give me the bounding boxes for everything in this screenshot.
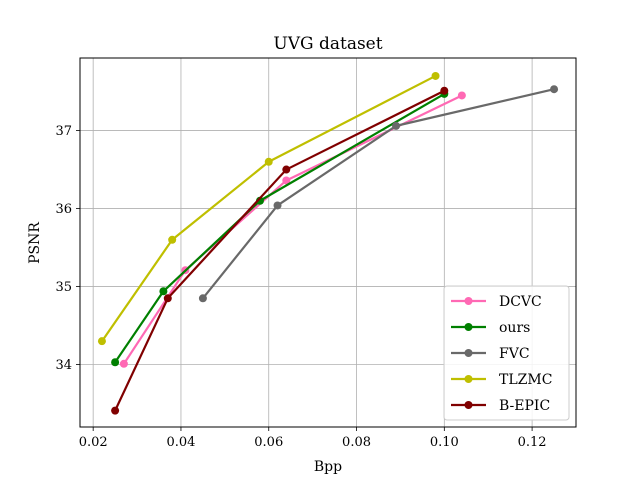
series-line-dcvc (122, 94, 463, 365)
y-tick-label: 35 (55, 280, 72, 295)
data-point-fvc (550, 85, 559, 94)
data-point-b-epic (282, 165, 291, 174)
series-line-ours (114, 92, 445, 363)
legend-label-dcvc: DCVC (499, 294, 542, 310)
x-tick-label: 0.04 (166, 435, 195, 450)
x-axis-label: Bpp (314, 459, 342, 475)
legend-marker-dcvc (464, 297, 473, 305)
data-point-fvc (392, 121, 401, 130)
plot-frame (79, 57, 577, 428)
data-point-dcvc (282, 176, 291, 185)
legend-label-fvc: FVC (499, 346, 530, 362)
data-point-dcvc (119, 359, 128, 368)
series-ours (111, 89, 449, 367)
legend: DCVC ours FVC TLZMC B-EPIC (443, 285, 570, 421)
legend-label-tlzmc: TLZMC (499, 372, 552, 388)
data-point-b-epic (163, 294, 172, 303)
data-point-tlzmc (97, 337, 106, 346)
y-tick-label: 37 (55, 124, 72, 139)
legend-box (443, 285, 570, 421)
ticks: 0.02 0.04 0.06 0.08 0.10 0.12 34 35 36 37 (55, 124, 546, 450)
legend-marker-tlzmc (464, 375, 473, 383)
series-b-epic (111, 86, 449, 415)
data-point-tlzmc (264, 157, 273, 166)
data-point-b-epic (440, 86, 449, 95)
series-line-fvc (202, 88, 555, 299)
x-tick-label: 0.06 (254, 435, 283, 450)
grid (80, 58, 576, 427)
series-fvc (198, 85, 559, 303)
series-line-b-epic (114, 89, 445, 412)
y-tick-label: 36 (55, 202, 72, 217)
legend-marker-fvc (464, 349, 473, 357)
y-tick-label: 34 (55, 358, 72, 373)
series-line-tlzmc (101, 74, 437, 342)
legend-label-b-epic: B-EPIC (499, 398, 550, 414)
data-point-ours (159, 287, 168, 296)
y-axis-label: PSNR (27, 222, 43, 264)
data-point-tlzmc (168, 235, 177, 244)
series-layer (97, 71, 559, 415)
x-tick-label: 0.08 (342, 435, 371, 450)
legend-marker-ours (464, 323, 473, 331)
legend-label-ours: ours (499, 320, 530, 336)
series-dcvc (119, 91, 466, 368)
data-point-b-epic (111, 406, 120, 415)
data-point-tlzmc (431, 71, 440, 80)
series-tlzmc (97, 71, 440, 346)
x-tick-label: 0.10 (430, 435, 459, 450)
chart-title: UVG dataset (273, 34, 382, 54)
legend-marker-b-epic (464, 401, 473, 409)
x-tick-label: 0.02 (79, 435, 108, 450)
x-tick-label: 0.12 (518, 435, 547, 450)
data-point-ours (111, 358, 120, 367)
data-point-fvc (273, 201, 282, 210)
data-point-dcvc (457, 91, 466, 100)
data-point-fvc (198, 294, 207, 303)
